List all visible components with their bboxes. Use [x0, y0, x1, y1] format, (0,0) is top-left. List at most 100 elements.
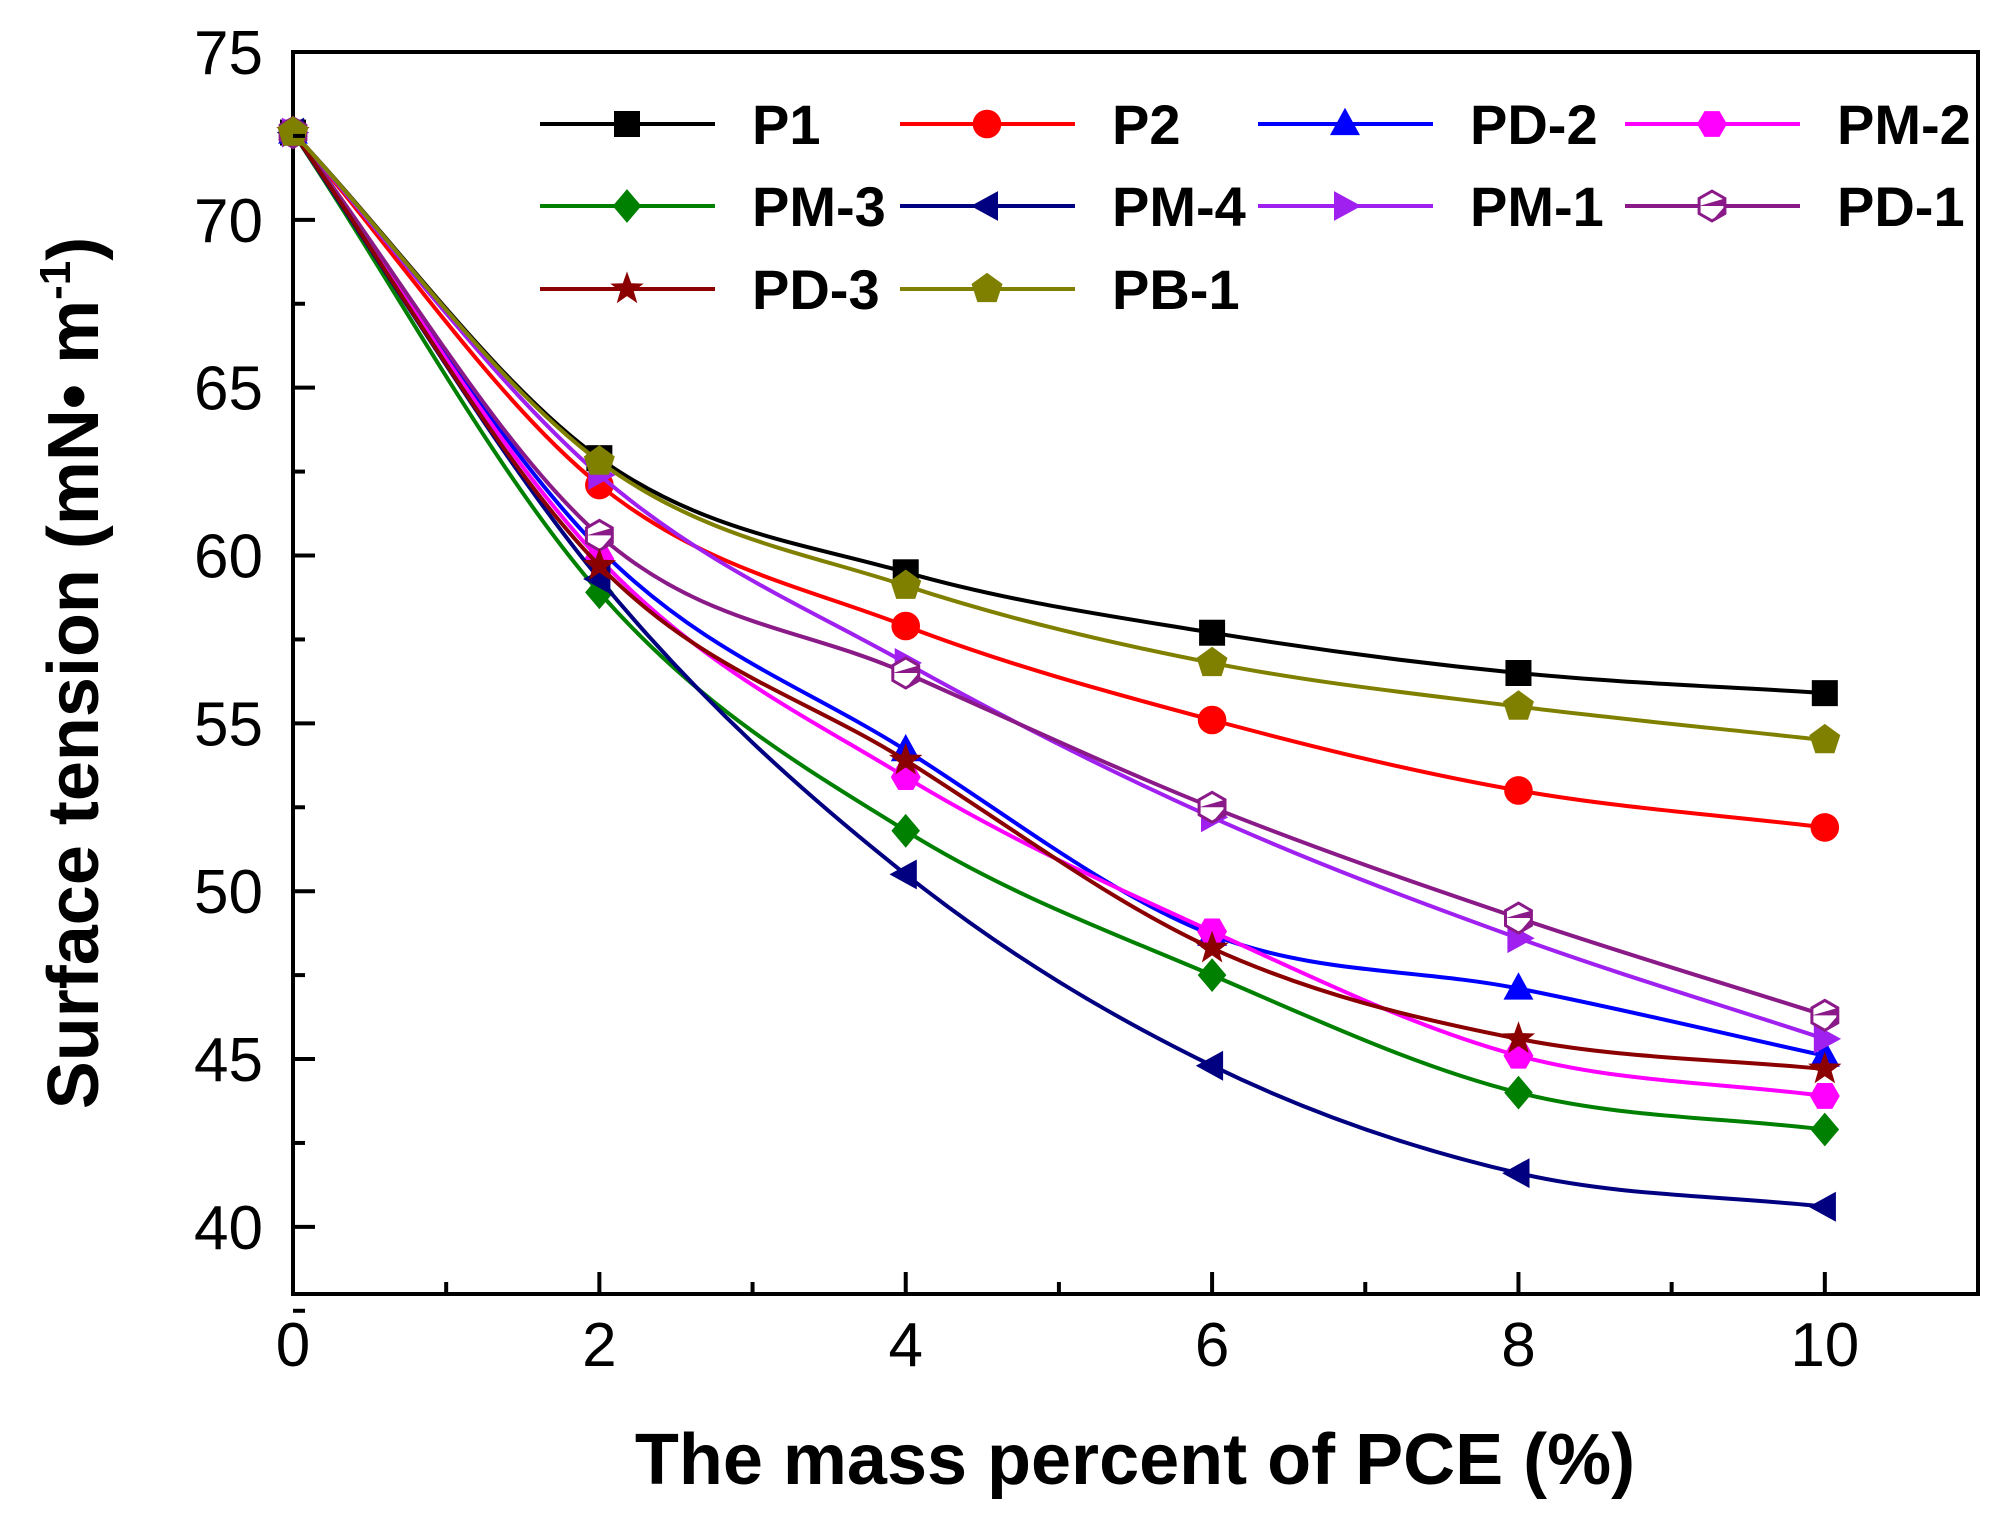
legend-item: P2	[900, 93, 1181, 156]
data-point	[1503, 690, 1534, 720]
series-line	[291, 131, 1826, 830]
x-tick-label: 0	[276, 1311, 310, 1380]
legend-item: PM-4	[900, 175, 1246, 238]
y-axis-title-superscript: -1	[31, 261, 80, 300]
data-point	[972, 109, 1002, 139]
series-layer	[276, 115, 1842, 1222]
plot-frame	[291, 50, 1980, 1296]
data-point	[586, 527, 613, 551]
plot-area	[291, 50, 1980, 1296]
x-tick-label: 4	[888, 1311, 922, 1380]
y-tick-label: 45	[194, 1026, 263, 1095]
series-pm-2	[278, 119, 1840, 1109]
y-tick-label: 75	[194, 19, 263, 88]
data-point	[1503, 972, 1534, 1000]
series-line	[291, 131, 1825, 1072]
data-point	[1195, 1050, 1224, 1081]
data-point	[610, 271, 644, 304]
series-line	[291, 131, 1826, 1058]
legend-item: PD-2	[1258, 93, 1598, 156]
data-point	[891, 813, 920, 848]
series-pm-4	[276, 117, 1836, 1222]
legend-label: PD-1	[1837, 175, 1965, 238]
legend-label: PB-1	[1112, 258, 1240, 321]
x-axis: 0 2 4 6 8 10	[276, 1272, 1980, 1380]
y-axis-title-main: Surface tension (mN• m	[34, 300, 114, 1109]
data-point	[1809, 1083, 1840, 1109]
data-point	[971, 272, 1003, 303]
data-point	[583, 445, 615, 475]
legend-item: PB-1	[900, 258, 1240, 321]
data-point	[1501, 1021, 1536, 1054]
series-line	[291, 131, 1826, 1098]
data-point	[1502, 1158, 1530, 1189]
legend: P1 P2 PD-2 PM-2 PM-3 PM-4 PM-1 PD-1 PD-3 PB-1	[540, 93, 1971, 321]
legend-label: PM-2	[1837, 93, 1971, 156]
data-point	[1504, 776, 1533, 805]
data-point	[1334, 191, 1362, 221]
series-pb-1	[277, 116, 1841, 754]
legend-label: PD-2	[1470, 93, 1598, 156]
data-point	[1504, 1075, 1533, 1110]
data-point	[1197, 705, 1227, 735]
legend-item: P1	[540, 93, 821, 156]
series-pd-1	[278, 115, 1840, 1033]
data-point	[890, 569, 922, 599]
legend-item: PM-2	[1625, 93, 1971, 156]
data-point	[1504, 901, 1533, 935]
legend-label: P1	[752, 93, 821, 156]
series-pd-3	[276, 115, 1842, 1084]
legend-label: PM-1	[1470, 175, 1604, 238]
data-point	[1505, 910, 1532, 933]
legend-item: PD-3	[540, 258, 880, 321]
data-point	[1811, 1007, 1838, 1031]
data-point	[1330, 107, 1360, 136]
data-point	[1697, 111, 1727, 137]
data-point	[612, 189, 642, 223]
x-tick-label: 2	[582, 1311, 616, 1380]
y-tick-label: 60	[194, 523, 263, 592]
data-point	[892, 665, 919, 688]
data-point	[1199, 799, 1226, 823]
data-point	[1810, 813, 1840, 842]
x-tick-label: 6	[1195, 1311, 1229, 1380]
legend-label: P2	[1112, 93, 1181, 156]
data-point	[1808, 1051, 1842, 1084]
y-tick-label: 55	[194, 690, 263, 759]
series-line	[291, 131, 1826, 743]
legend-item: PM-3	[540, 175, 886, 238]
data-point	[1505, 660, 1532, 686]
data-point	[277, 116, 309, 146]
legend-item: PD-1	[1625, 175, 1965, 238]
y-axis-title: Surface tension (mN• m-1)	[31, 237, 114, 1109]
data-point	[1811, 680, 1838, 707]
data-point	[1809, 723, 1841, 754]
y-axis: 40 45 50 55 60 65 70 75	[194, 19, 315, 1313]
data-point	[889, 742, 923, 775]
data-point	[1195, 930, 1229, 963]
data-point	[1699, 198, 1725, 221]
data-point	[1808, 1191, 1836, 1222]
data-point	[1810, 1112, 1840, 1147]
y-tick-label: 65	[194, 355, 263, 424]
data-point	[1197, 958, 1227, 992]
data-point	[889, 859, 917, 890]
series-line	[291, 131, 1826, 1041]
legend-label: PM-4	[1112, 175, 1246, 238]
x-tick-label: 8	[1501, 1311, 1535, 1380]
series-line	[291, 131, 1826, 1018]
data-point	[1196, 646, 1228, 677]
y-axis-title-close: )	[34, 237, 114, 261]
series-pd-2	[278, 116, 1840, 1067]
x-axis-title: The mass percent of PCE (%)	[635, 1420, 1635, 1500]
data-point	[970, 191, 998, 221]
data-point	[582, 548, 617, 580]
series-pm-3	[278, 115, 1840, 1147]
series-line	[291, 131, 1826, 1209]
x-tick-label: 10	[1790, 1311, 1859, 1380]
data-point	[891, 611, 921, 641]
legend-label: PM-3	[752, 175, 886, 238]
data-point	[1813, 1023, 1842, 1054]
legend-label: PD-3	[752, 258, 880, 321]
